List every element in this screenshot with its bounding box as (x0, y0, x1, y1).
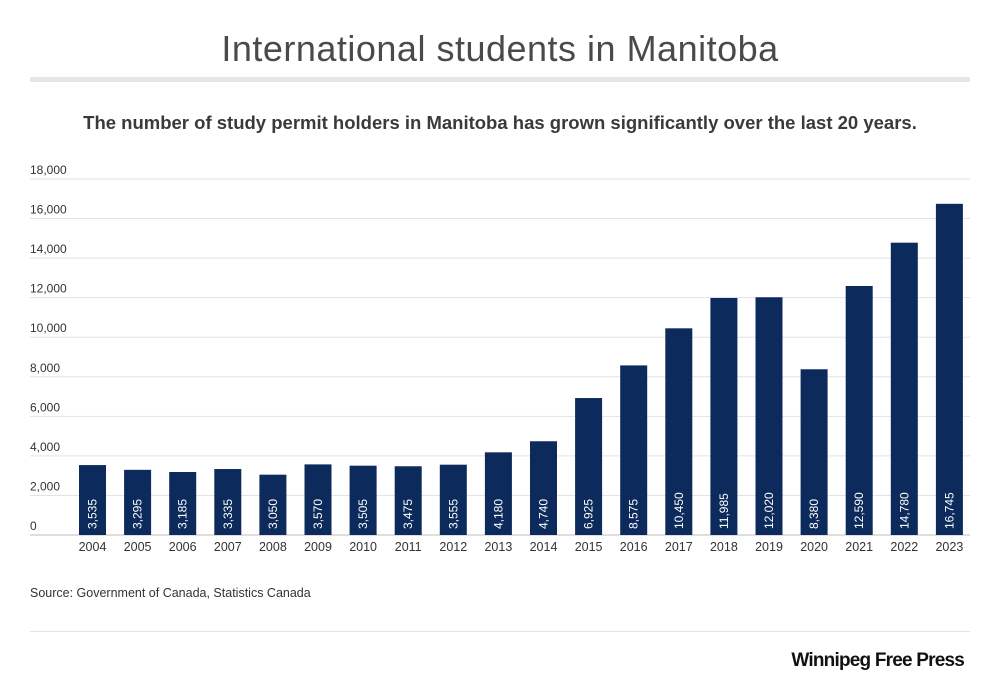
x-tick-label: 2022 (890, 540, 918, 554)
bar (620, 365, 648, 535)
bar (394, 466, 422, 535)
bar (845, 285, 873, 535)
x-tick-label: 2007 (214, 540, 242, 554)
y-tick-label: 2,000 (30, 479, 60, 493)
title-divider (30, 77, 970, 82)
bar-value-label: 3,185 (176, 499, 190, 529)
bar-value-label: 3,570 (311, 499, 325, 529)
bar (259, 474, 287, 535)
bar (755, 297, 783, 535)
bar-chart: 0 2,000 4,000 6,000 8,000 10,000 12,000 14,000 1… (30, 163, 970, 554)
x-tick-label: 2020 (800, 540, 828, 554)
bar-value-label: 3,295 (131, 499, 145, 529)
x-tick-label: 2014 (530, 540, 558, 554)
bar-value-label: 4,740 (537, 499, 551, 529)
y-tick-label: 14,000 (30, 242, 67, 256)
x-tick-label: 2015 (575, 540, 603, 554)
bar-value-label: 3,535 (86, 499, 100, 529)
bar (484, 452, 512, 535)
bar-value-label: 12,020 (762, 492, 776, 529)
bar (214, 469, 242, 535)
bar (890, 242, 918, 535)
bar-value-label: 3,050 (266, 499, 280, 529)
x-tick-label: 2021 (845, 540, 873, 554)
bar (935, 203, 963, 535)
bar-value-label: 8,575 (627, 499, 641, 529)
bar (800, 369, 828, 535)
bar-value-label: 3,555 (446, 499, 460, 529)
y-tick-label: 10,000 (30, 321, 67, 335)
y-tick-label: 6,000 (30, 400, 60, 414)
bar (349, 465, 377, 535)
x-tick-label: 2023 (935, 540, 963, 554)
bar-value-label: 4,180 (491, 499, 505, 529)
y-tick-label: 8,000 (30, 361, 60, 375)
y-tick-label: 16,000 (30, 203, 67, 217)
y-tick-label: 12,000 (30, 282, 67, 296)
bar-value-label: 10,450 (672, 492, 686, 529)
bar (124, 469, 152, 535)
x-tick-label: 2005 (124, 540, 152, 554)
bar (575, 398, 603, 535)
bar (169, 472, 197, 535)
bar-value-label: 3,335 (221, 499, 235, 529)
x-tick-label: 2012 (439, 540, 467, 554)
x-tick-label: 2010 (349, 540, 377, 554)
chart-subtitle: The number of study permit holders in Ma… (83, 112, 917, 133)
bar (530, 441, 557, 535)
publisher-logo: Winnipeg Free Press (791, 650, 964, 671)
x-tick-label: 2013 (484, 540, 512, 554)
bar (79, 465, 106, 535)
x-tick-label: 2016 (620, 540, 648, 554)
x-tick-label: 2006 (169, 540, 197, 554)
bar (439, 464, 467, 535)
bar-value-label: 3,505 (356, 499, 370, 529)
chart-title: International students in Manitoba (221, 28, 779, 69)
x-tick-label: 2009 (304, 540, 332, 554)
y-tick-label: 18,000 (30, 163, 67, 177)
bar (665, 328, 693, 535)
x-tick-label: 2017 (665, 540, 693, 554)
x-tick-label: 2019 (755, 540, 783, 554)
bar (304, 464, 332, 535)
bar-value-label: 11,985 (717, 493, 731, 529)
bar-value-label: 12,590 (852, 492, 866, 529)
bar-value-label: 3,475 (401, 499, 415, 529)
bar (710, 297, 738, 535)
y-tick-label: 4,000 (30, 440, 60, 454)
source-note: Source: Government of Canada, Statistics… (30, 586, 311, 600)
y-tick-label: 0 (30, 519, 37, 533)
bar-value-label: 16,745 (942, 492, 956, 529)
footer-divider (30, 631, 970, 632)
x-tick-label: 2004 (79, 540, 107, 554)
bar-value-label: 8,380 (807, 499, 821, 529)
x-tick-label: 2011 (395, 540, 422, 554)
bar-value-label: 14,780 (897, 492, 911, 529)
bar-value-label: 6,925 (582, 499, 596, 529)
x-tick-label: 2008 (259, 540, 287, 554)
x-tick-label: 2018 (710, 540, 738, 554)
